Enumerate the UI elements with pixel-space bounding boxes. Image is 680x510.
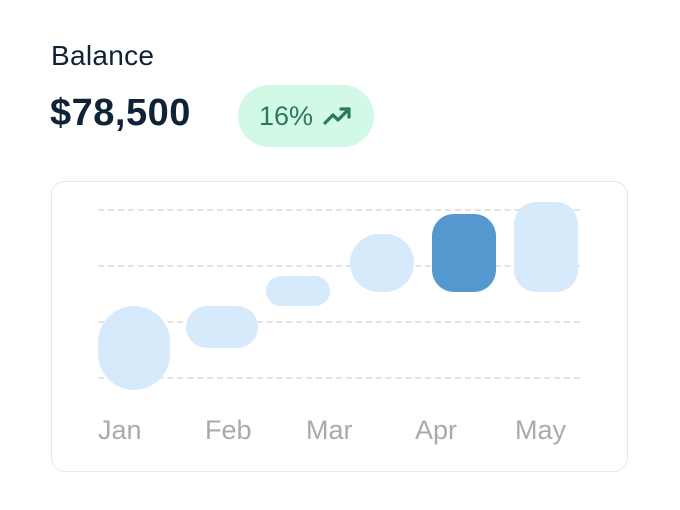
gridline (98, 209, 580, 211)
x-axis-label: May (515, 415, 567, 445)
bar[interactable] (350, 234, 414, 292)
trending-up-icon (323, 107, 351, 125)
balance-title: Balance (51, 40, 155, 71)
bar[interactable] (186, 306, 258, 348)
x-axis-label: Apr (415, 415, 458, 445)
x-axis-label: Feb (205, 415, 252, 445)
balance-amount: $78,500 (50, 92, 191, 134)
gridline (98, 265, 580, 267)
bar[interactable] (514, 202, 578, 292)
bar[interactable] (266, 276, 330, 306)
bar[interactable] (98, 306, 170, 390)
gridline (98, 377, 580, 379)
bar-highlighted[interactable] (432, 214, 496, 292)
x-axis-label: Jan (98, 415, 142, 445)
gridline (98, 321, 580, 323)
x-axis-label: Mar (306, 415, 353, 445)
change-percent: 16% (258, 100, 314, 131)
change-badge: 16% (238, 85, 374, 147)
